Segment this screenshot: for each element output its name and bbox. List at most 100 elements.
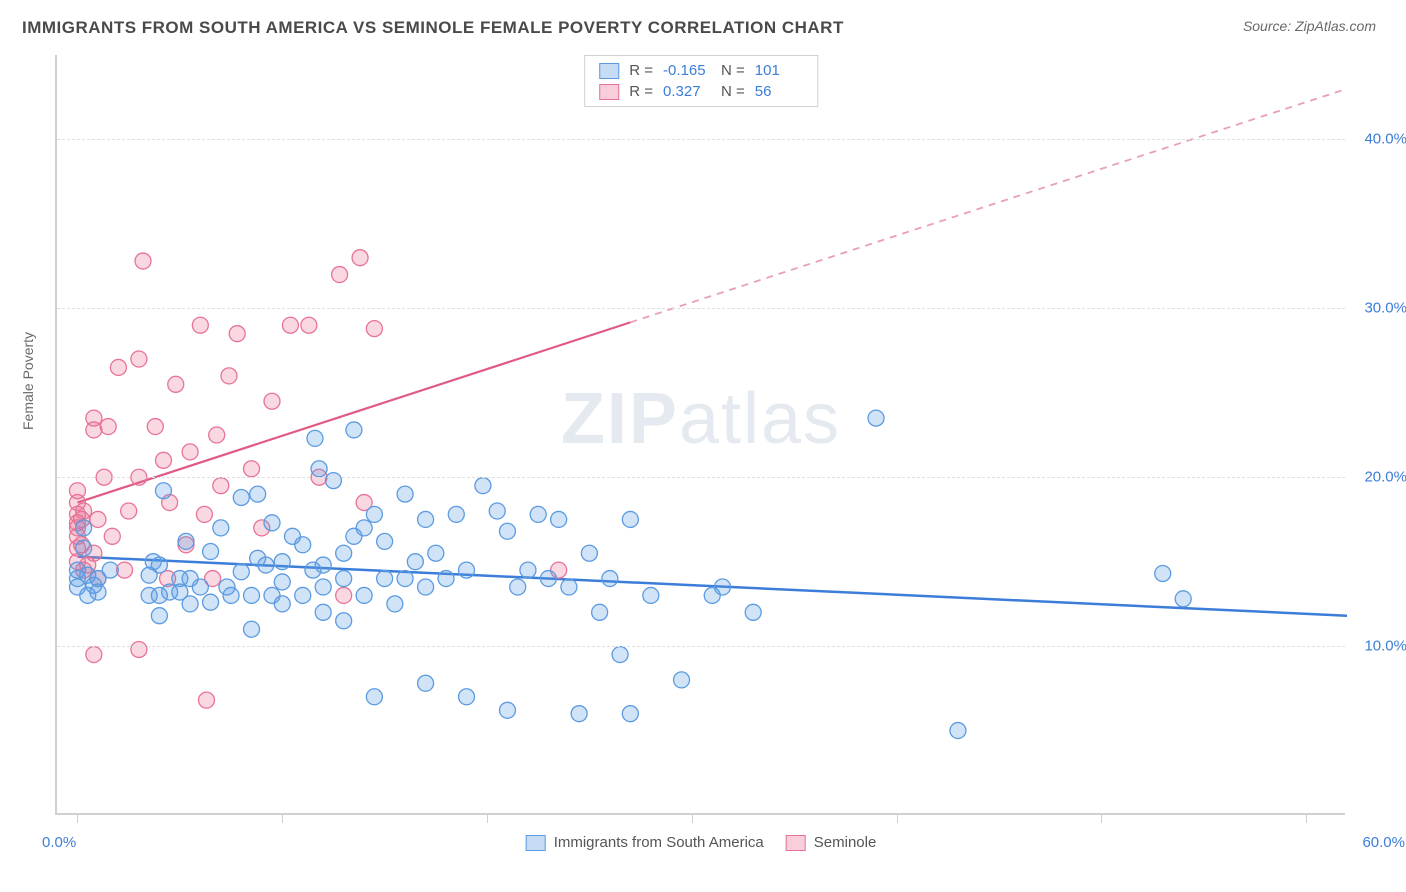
data-point <box>622 511 638 527</box>
data-point <box>336 571 352 587</box>
data-point <box>209 427 225 443</box>
data-point <box>151 557 167 573</box>
r-value-blue: -0.165 <box>663 62 711 79</box>
x-tick <box>487 813 488 823</box>
legend-row-pink: R = 0.327 N = 56 <box>599 81 803 102</box>
data-point <box>418 579 434 595</box>
data-point <box>100 419 116 435</box>
data-point <box>86 647 102 663</box>
legend-label-pink: Seminole <box>814 834 877 851</box>
x-tick <box>282 813 283 823</box>
data-point <box>155 452 171 468</box>
scatter-svg <box>57 55 1345 813</box>
data-point <box>233 564 249 580</box>
data-point <box>366 321 382 337</box>
x-tick <box>77 813 78 823</box>
x-tick <box>692 813 693 823</box>
data-point <box>950 723 966 739</box>
swatch-pink-icon <box>786 835 806 851</box>
legend-item-blue: Immigrants from South America <box>526 834 764 851</box>
data-point <box>428 545 444 561</box>
data-point <box>104 528 120 544</box>
data-point <box>223 587 239 603</box>
y-axis-label: Female Poverty <box>20 332 36 430</box>
data-point <box>264 515 280 531</box>
data-point <box>387 596 403 612</box>
trend-line-pink <box>77 322 630 502</box>
swatch-pink-icon <box>599 84 619 100</box>
data-point <box>168 376 184 392</box>
legend-row-blue: R = -0.165 N = 101 <box>599 60 803 81</box>
data-point <box>182 596 198 612</box>
data-point <box>315 604 331 620</box>
data-point <box>233 489 249 505</box>
y-tick-label: 10.0% <box>1364 638 1406 655</box>
series-legend: Immigrants from South America Seminole <box>526 834 877 851</box>
data-point <box>147 419 163 435</box>
data-point <box>745 604 761 620</box>
y-tick-label: 30.0% <box>1364 300 1406 317</box>
n-value-pink: 56 <box>755 83 803 100</box>
data-point <box>76 520 92 536</box>
data-point <box>352 250 368 266</box>
data-point <box>221 368 237 384</box>
data-point <box>244 621 260 637</box>
data-point <box>622 706 638 722</box>
data-point <box>282 317 298 333</box>
data-point <box>229 326 245 342</box>
data-point <box>448 506 464 522</box>
data-point <box>551 511 567 527</box>
data-point <box>592 604 608 620</box>
data-point <box>561 579 577 595</box>
data-point <box>198 692 214 708</box>
gridline <box>57 477 1345 478</box>
data-point <box>366 689 382 705</box>
data-point <box>571 706 587 722</box>
data-point <box>356 520 372 536</box>
r-value-pink: 0.327 <box>663 83 711 100</box>
data-point <box>459 689 475 705</box>
data-point <box>1155 565 1171 581</box>
data-point <box>612 647 628 663</box>
data-point <box>86 410 102 426</box>
legend-label-blue: Immigrants from South America <box>554 834 764 851</box>
data-point <box>499 702 515 718</box>
data-point <box>155 483 171 499</box>
data-point <box>418 675 434 691</box>
data-point <box>674 672 690 688</box>
data-point <box>264 393 280 409</box>
data-point <box>131 351 147 367</box>
trend-line-pink-extrapolated <box>630 89 1347 323</box>
x-tick <box>897 813 898 823</box>
legend-item-pink: Seminole <box>786 834 877 851</box>
data-point <box>438 571 454 587</box>
data-point <box>520 562 536 578</box>
gridline <box>57 646 1345 647</box>
swatch-blue-icon <box>599 63 619 79</box>
x-axis-max-label: 60.0% <box>1362 834 1405 851</box>
gridline <box>57 139 1345 140</box>
data-point <box>459 562 475 578</box>
data-point <box>274 554 290 570</box>
data-point <box>182 444 198 460</box>
data-point <box>581 545 597 561</box>
data-point <box>315 579 331 595</box>
data-point <box>1175 591 1191 607</box>
data-point <box>397 571 413 587</box>
data-point <box>336 613 352 629</box>
data-point <box>489 503 505 519</box>
data-point <box>643 587 659 603</box>
data-point <box>203 594 219 610</box>
y-tick-label: 20.0% <box>1364 469 1406 486</box>
data-point <box>110 359 126 375</box>
data-point <box>69 483 85 499</box>
data-point <box>102 562 118 578</box>
data-point <box>192 317 208 333</box>
data-point <box>250 486 266 502</box>
data-point <box>311 461 327 477</box>
data-point <box>499 523 515 539</box>
data-point <box>90 511 106 527</box>
data-point <box>336 545 352 561</box>
chart-title: IMMIGRANTS FROM SOUTH AMERICA VS SEMINOL… <box>22 18 844 38</box>
data-point <box>307 430 323 446</box>
